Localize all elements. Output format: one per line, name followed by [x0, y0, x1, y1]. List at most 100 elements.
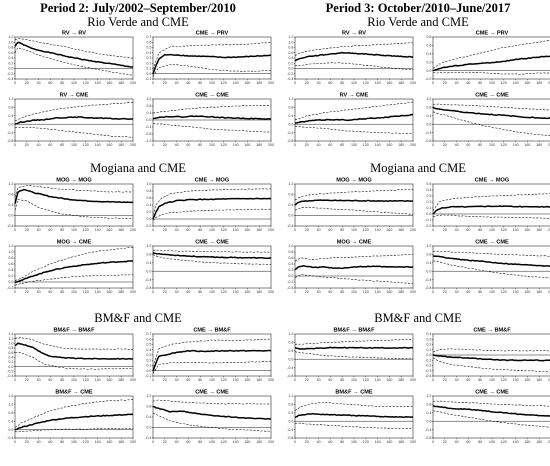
- x-tick-label: 140: [233, 290, 239, 294]
- plot-frame: [432, 183, 550, 227]
- impulse-response-line: [294, 346, 414, 350]
- x-tick-label: 120: [221, 143, 227, 147]
- y-tick-label: -0.4: [7, 77, 13, 81]
- y-tick-label: 0.4: [426, 261, 431, 265]
- impulse-response-line: [152, 197, 272, 220]
- x-tick-label: 80: [478, 143, 482, 147]
- x-tick-label: 80: [60, 81, 64, 85]
- x-tick-label: 200: [548, 378, 550, 382]
- x-tick-label: 100: [71, 440, 77, 444]
- y-tick-label: 0.2: [8, 360, 13, 364]
- x-tick-label: 40: [37, 143, 41, 147]
- x-tick-label: 0: [14, 290, 16, 294]
- x-tick-label: 100: [489, 440, 495, 444]
- x-tick-label: 100: [489, 290, 495, 294]
- y-tick-label: -0.4: [287, 77, 293, 81]
- y-tick-label: 0.1: [426, 206, 431, 210]
- upper-band-line: [432, 400, 550, 407]
- y-tick-label: 0.3: [426, 337, 431, 341]
- upper-band-line: [152, 104, 272, 114]
- x-tick-label: 0: [152, 290, 154, 294]
- plot-frame: [152, 36, 272, 80]
- x-tick-label: 140: [95, 378, 101, 382]
- x-tick-label: 0: [432, 81, 434, 85]
- lower-band-line: [152, 360, 272, 374]
- y-tick-label: 0.1: [426, 348, 431, 352]
- x-tick-label: 0: [432, 440, 434, 444]
- x-tick-label: 200: [268, 81, 274, 85]
- x-tick-label: 140: [95, 143, 101, 147]
- x-tick-label: 60: [466, 378, 470, 382]
- y-tick-label: -1.2: [145, 139, 151, 143]
- x-tick-label: 20: [305, 290, 309, 294]
- group-title: Mogiana and CME: [90, 161, 186, 175]
- x-tick-label: 0: [294, 378, 296, 382]
- y-tick-label: 0.8: [146, 405, 151, 409]
- lower-band-line: [294, 62, 414, 71]
- x-tick-label: 160: [386, 290, 392, 294]
- panel-title: RV → CME: [340, 93, 369, 99]
- irf-panel: CME → CME 1.2 0.8 0.4 0.0 -0.4 -0.8 -1.2 0 20 40 60…: [141, 91, 274, 148]
- x-tick-label: 160: [106, 228, 112, 232]
- x-tick-label: 60: [466, 143, 470, 147]
- impulse-response-line: [14, 41, 134, 68]
- x-tick-label: 60: [48, 378, 52, 382]
- x-tick-label: 120: [83, 228, 89, 232]
- irf-chart: MOG → MOG 1.2 0.8 0.4 0.0 -0.40 20 40 60 80 100 120…: [287, 178, 416, 233]
- lower-band-line: [152, 63, 272, 77]
- impulse-response-line: [14, 188, 134, 204]
- panel-title: BM&F → BM&F: [53, 328, 95, 334]
- x-tick-label: 0: [294, 81, 296, 85]
- x-tick-label: 0: [14, 378, 16, 382]
- y-tick-label: -0.2: [287, 72, 293, 76]
- x-tick-label: 200: [268, 440, 274, 444]
- x-tick-label: 100: [209, 228, 215, 232]
- y-tick-label: 0.0: [8, 280, 13, 284]
- plot-frame: [294, 36, 414, 80]
- plot-frame: [294, 333, 414, 377]
- x-tick-label: 120: [363, 228, 369, 232]
- y-tick-label: -0.4: [287, 428, 293, 432]
- y-tick-label: 0.1: [146, 364, 151, 368]
- y-tick-label: 1.0: [288, 40, 293, 44]
- irf-chart: BM&F → CME 1.6 1.2 0.8 0.4 0.0 -0.40 20 40 60 80 10…: [7, 390, 136, 445]
- y-tick-label: -0.1: [425, 358, 431, 362]
- impulse-response-line: [152, 349, 272, 372]
- x-tick-label: 40: [317, 440, 321, 444]
- x-tick-label: 140: [375, 228, 381, 232]
- irf-panel: BM&F → CME 1.6 1.2 0.8 0.4 0.0 -0.4 0 20 40 60 80 10…: [3, 388, 136, 445]
- x-tick-label: 20: [25, 290, 29, 294]
- irf-panel: BM&F → CME 1.2 0.8 0.4 0.0 -0.4 -0.8 0 20 40 60 80 1…: [283, 388, 416, 445]
- irf-panel: BM&F → BM&F 1.4 1.2 1.0 0.8 0.6 0.4 0.2 0.0 -0.2-…: [3, 326, 136, 383]
- y-tick-label: -0.8: [287, 374, 293, 378]
- x-tick-label: 80: [478, 290, 482, 294]
- impulse-response-line: [152, 53, 272, 74]
- x-tick-label: 120: [363, 143, 369, 147]
- x-tick-label: 40: [37, 228, 41, 232]
- y-tick-label: -0.4: [145, 278, 151, 282]
- panel-title: BM&F → CME: [55, 390, 93, 396]
- y-tick-label: 0.4: [146, 111, 151, 115]
- x-tick-label: 20: [25, 440, 29, 444]
- x-tick-label: 80: [60, 290, 64, 294]
- x-tick-label: 40: [37, 290, 41, 294]
- irf-panel: CME → CME 1.2 0.8 0.4 0.0 -0.4 -0.8 0 20 40 60 80 10…: [421, 91, 550, 147]
- y-tick-label: -0.4: [287, 286, 293, 290]
- lower-band-line: [152, 208, 272, 221]
- y-tick-label: 0.4: [426, 411, 431, 415]
- plot-frame: [14, 183, 134, 227]
- x-tick-label: 60: [186, 143, 190, 147]
- irf-chart: CME → PRV 0.70.6 0.50.40.30.2 0.10.0-0.10 20…: [145, 31, 274, 86]
- impulse-response-line: [294, 51, 414, 62]
- y-tick-label: 1.2: [426, 244, 431, 248]
- x-tick-label: 80: [198, 81, 202, 85]
- y-tick-label: -0.4: [425, 374, 431, 378]
- irf-panel: RV → RV 1.2 1.0 0.8 0.6 0.4 0.2 0.0 -0.2 -0.4 0 20 4…: [3, 29, 136, 86]
- impulse-response-line: [14, 413, 134, 431]
- y-tick-label: -0.8: [145, 132, 151, 136]
- upper-band-line: [294, 338, 414, 345]
- x-tick-label: 60: [186, 440, 190, 444]
- plot-frame: [152, 395, 272, 439]
- x-tick-label: 0: [294, 143, 296, 147]
- x-tick-label: 20: [305, 440, 309, 444]
